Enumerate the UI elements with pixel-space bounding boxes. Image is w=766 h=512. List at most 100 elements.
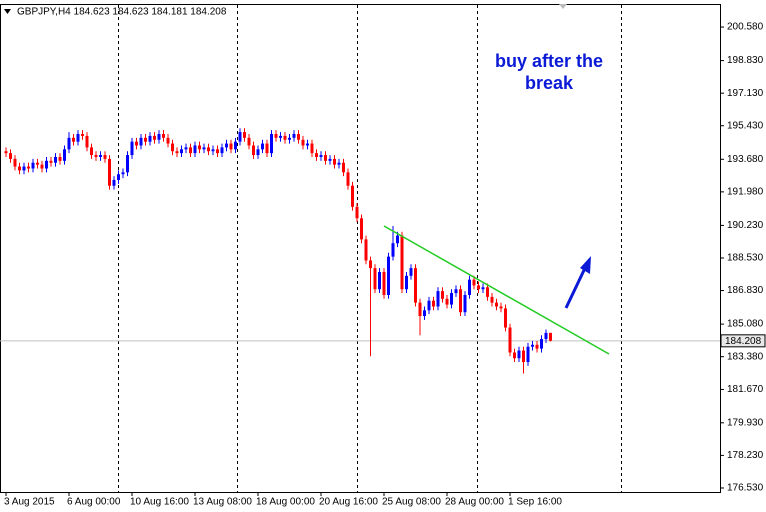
candle-body [342, 162, 345, 173]
candle-body [535, 344, 539, 349]
candle-body [184, 147, 188, 150]
candle-body [81, 133, 84, 136]
candle-body [90, 147, 93, 156]
candle-body [22, 166, 26, 171]
y-tick-label: 178.230 [727, 450, 764, 461]
candle-body [310, 143, 314, 154]
price-label-box [720, 334, 766, 348]
x-tick-label: 13 Aug 08:00 [193, 497, 252, 508]
arrow-shaft [564, 265, 588, 309]
candle-body [522, 350, 525, 363]
candle-body [481, 287, 485, 290]
candle-body [382, 271, 386, 295]
candle-body [288, 137, 291, 140]
candle-body [315, 153, 318, 157]
candle-body [427, 300, 431, 311]
candle-body [157, 133, 161, 140]
candle-body [436, 291, 440, 307]
candle-body [117, 174, 120, 180]
x-tick-label: 3 Aug 2015 [4, 497, 55, 508]
y-tick-label: 188.530 [727, 253, 764, 264]
x-tick-label: 6 Aug 00:00 [67, 497, 121, 508]
candle-body [27, 166, 30, 169]
candle-body [130, 141, 134, 156]
candle-body [504, 308, 507, 328]
candle-body [391, 243, 395, 257]
candle-body [369, 260, 372, 269]
candle-body [454, 289, 458, 294]
candle-body [225, 143, 228, 148]
y-tick-label: 197.130 [727, 88, 764, 99]
candle-body [9, 153, 12, 159]
candle-body [490, 296, 494, 303]
candle-body [76, 133, 80, 142]
y-tick-label: 195.430 [727, 120, 764, 131]
candle-body [495, 302, 498, 307]
candle-body [319, 155, 323, 157]
candle-body [265, 143, 269, 154]
candle-body [162, 133, 165, 138]
candle-body [463, 294, 467, 313]
y-tick-label: 190.230 [727, 220, 764, 231]
candle-body [40, 164, 44, 169]
candle-body [238, 132, 242, 142]
x-tick-label: 20 Aug 16:00 [319, 497, 378, 508]
candle-body [13, 158, 17, 167]
trendline [383, 225, 610, 355]
candle-body [171, 143, 174, 152]
candle-body [189, 147, 192, 154]
candle-body [49, 160, 53, 163]
candle-body [459, 289, 462, 313]
arrow [564, 256, 591, 309]
y-tick-label: 198.830 [727, 55, 764, 66]
candle-body [220, 147, 224, 154]
candle-body [279, 135, 282, 138]
candle-body [103, 155, 107, 159]
candle-body [216, 149, 219, 154]
candle-body [540, 339, 543, 349]
candle-body [306, 143, 309, 146]
annotation: buy after the [495, 51, 603, 71]
candle-body [297, 133, 300, 140]
y-tick-label: 181.670 [727, 384, 764, 395]
candle-body [175, 151, 179, 154]
candle-body [441, 291, 444, 299]
candle-body [135, 141, 138, 146]
candle-body [36, 162, 39, 165]
candle-body [72, 137, 75, 142]
candle-body [364, 239, 368, 261]
x-tick-label: 10 Aug 16:00 [130, 497, 189, 508]
candle-body [121, 172, 125, 175]
candle-body [247, 137, 251, 146]
candle-body [355, 206, 359, 219]
shift-marker [559, 4, 567, 9]
candle-body [508, 327, 512, 353]
candle-body [31, 162, 35, 169]
candle-body [414, 268, 417, 303]
candle-body [54, 156, 57, 163]
candle-body [58, 156, 62, 161]
candle-body [283, 135, 287, 140]
candle-body [468, 279, 471, 295]
candle-body [108, 158, 111, 186]
candle-body [517, 350, 521, 359]
candle-body [418, 302, 422, 317]
candle-body [4, 151, 8, 154]
candle-body [346, 172, 350, 186]
candle-body [531, 344, 534, 347]
candle-body [333, 158, 336, 165]
y-tick-label: 191.980 [727, 187, 764, 198]
candle-body [148, 135, 152, 142]
candle-body [499, 306, 503, 309]
candle-body [139, 137, 143, 146]
candle-body [256, 149, 260, 156]
candle-body [112, 179, 116, 186]
candle-body [450, 293, 453, 305]
candle-body [166, 137, 170, 144]
candle-body [301, 139, 305, 146]
y-tick-label: 200.580 [727, 22, 764, 33]
candle-body [211, 149, 215, 152]
y-tick-label: 183.380 [727, 351, 764, 362]
candle-body [274, 133, 278, 138]
candle-body [207, 147, 210, 152]
